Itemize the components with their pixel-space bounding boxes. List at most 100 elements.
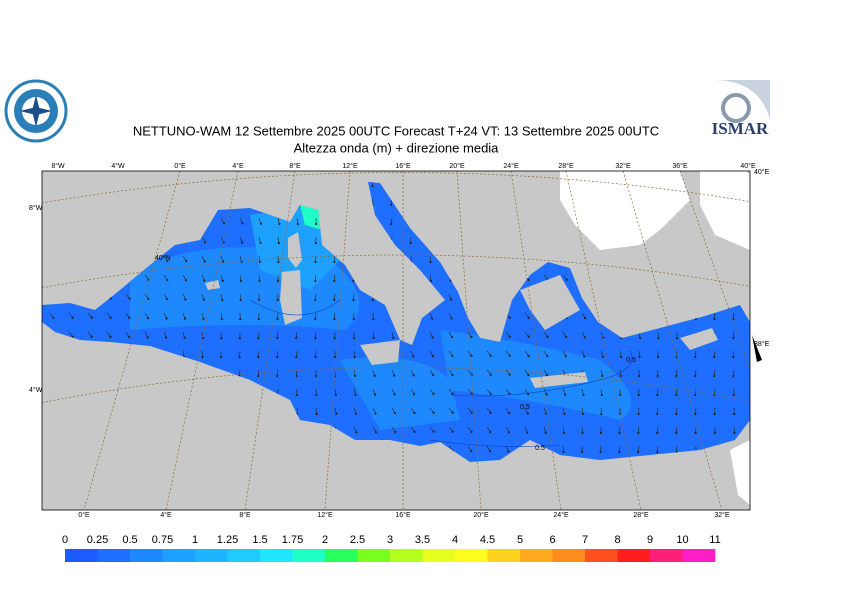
lon-label-top: 28°E [558,162,574,170]
arrow-head [620,355,623,358]
title: NETTUNO-WAM 12 Settembre 2025 00UTC Fore… [133,123,659,138]
arrow-head [694,374,697,378]
colorbar-swatch [65,549,98,562]
colorbar-swatch [325,549,358,562]
arrow-head [429,260,432,264]
meridian [565,171,642,510]
arrow-head [546,335,549,338]
arrow-head [257,336,260,340]
colorbar-label: 1.75 [282,534,303,546]
arrow-head [413,430,416,433]
arrow-head [545,393,548,396]
arrow-head [618,431,621,435]
arrow-head [333,260,336,264]
arrow-head [451,373,454,376]
arrow-head [202,317,205,320]
arrow-head [451,430,454,433]
arrow-head [732,393,735,397]
arrow-head [637,450,640,454]
colorbar-label: 5 [517,534,523,546]
arrow-head [600,393,603,397]
arrow-head [371,298,374,302]
lon-label-bottom: 32°E [714,511,730,519]
meridian [456,171,482,510]
arrow-head [563,393,567,396]
lon-label-top: 20°E [449,162,465,170]
lon-label-top: 4°W [111,162,125,170]
arrow-head [694,355,697,359]
arrow-head [276,298,279,302]
lon-label-top: 4°E [232,162,244,170]
arrow-head [527,278,530,281]
arrow-head [203,260,206,263]
colorbar-label: 3.5 [415,534,430,546]
arrow-head [393,412,397,415]
arrow-head [409,241,412,245]
lon-label-top: 36°E [672,162,688,170]
arrow-head [333,317,336,321]
colorbar-label: 1 [192,534,198,546]
meridian [324,171,351,510]
arrow-head [333,355,337,359]
map-area [42,171,750,510]
arrow-head [430,317,434,320]
arrow-head [221,279,224,282]
arrow-head [374,431,378,434]
lon-label-top: 16°E [395,162,411,170]
arrow-head [165,317,168,320]
arrow-head [184,298,187,301]
arrow-head [314,260,317,264]
colorbar-swatch [227,549,261,562]
arrow-head [601,374,604,377]
arrow-head [166,278,169,282]
arrow-head [656,431,659,435]
arrow-head [732,336,735,340]
arrow-head [90,335,93,338]
arrow-head [637,412,640,416]
arrow-head [128,297,131,300]
arrow-head [333,298,336,302]
arrow-head [276,374,279,378]
arrow-head [527,335,530,338]
arrow-head [675,336,679,340]
arrow-head [489,354,492,357]
arrow-head [675,431,678,435]
arrow-head [166,259,169,262]
arrow-head [238,336,241,340]
arrow-head [165,336,168,339]
arrow-head [581,431,584,435]
arrow-head [470,354,473,357]
left-label: 40°N [155,254,171,262]
arrow-head [71,316,74,319]
contour-line [429,439,561,447]
arrow-head [526,393,530,396]
lon-label-top: 0°E [174,162,186,170]
sea-shade [340,357,460,430]
colorbar-label: 1.25 [217,534,238,546]
arrow-head [489,411,492,414]
colorbar-label: 0.25 [87,534,108,546]
arrow-head [240,279,243,282]
arrow-head [565,278,568,281]
arrow-head [333,336,336,340]
arrow-head [109,316,112,319]
arrow-head [352,298,355,302]
arrow-head [713,431,717,435]
arrow-head [71,335,74,338]
arrow-head [278,222,281,225]
colorbar-label: 2.5 [350,534,365,546]
arrow-head [259,222,263,225]
arrow-head [184,279,187,282]
colorbar-swatch [422,549,456,562]
colorbar-swatch [650,549,683,562]
arrow-head [450,317,453,320]
arrow-head [656,412,659,416]
arrow-head [222,222,226,225]
lon-label-bottom: 0°E [78,511,90,519]
arrow-head [314,241,317,245]
islands [205,232,718,388]
arrow-head [451,392,454,395]
arrow-head [241,241,244,244]
arrow-head [508,335,511,338]
